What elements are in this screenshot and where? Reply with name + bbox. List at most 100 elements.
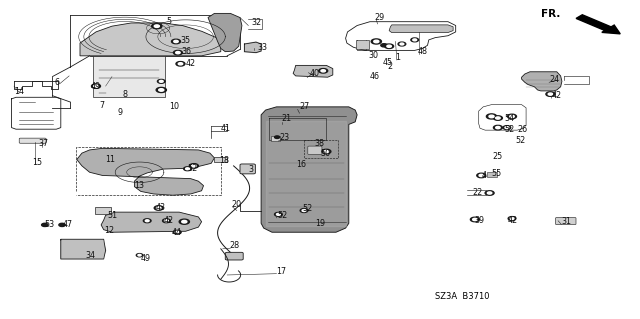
Polygon shape <box>261 107 357 232</box>
Text: 26: 26 <box>517 125 527 134</box>
Text: 42: 42 <box>163 216 173 225</box>
FancyBboxPatch shape <box>271 136 280 141</box>
Circle shape <box>145 220 149 222</box>
Circle shape <box>154 25 159 27</box>
Circle shape <box>152 24 162 29</box>
Text: 45: 45 <box>383 58 393 67</box>
Circle shape <box>479 174 484 177</box>
Text: 51: 51 <box>108 211 118 219</box>
Circle shape <box>321 70 326 72</box>
Text: 25: 25 <box>493 152 503 161</box>
Circle shape <box>302 210 306 211</box>
Text: 20: 20 <box>232 200 242 209</box>
Circle shape <box>324 151 329 153</box>
Text: 24: 24 <box>549 75 559 84</box>
Circle shape <box>156 87 166 93</box>
Circle shape <box>505 127 509 129</box>
Circle shape <box>178 63 183 65</box>
Text: 52: 52 <box>504 125 515 134</box>
Text: 10: 10 <box>169 102 179 111</box>
Circle shape <box>470 217 479 222</box>
Circle shape <box>189 164 198 168</box>
Circle shape <box>548 93 553 95</box>
Circle shape <box>159 89 164 91</box>
Circle shape <box>472 218 477 221</box>
Polygon shape <box>208 13 242 52</box>
Text: 23: 23 <box>279 133 289 142</box>
Circle shape <box>385 44 394 48</box>
Text: 49: 49 <box>91 82 101 91</box>
Circle shape <box>371 39 381 44</box>
Circle shape <box>387 45 392 47</box>
Text: 29: 29 <box>374 13 385 22</box>
FancyBboxPatch shape <box>225 252 243 260</box>
Circle shape <box>493 125 502 130</box>
Text: 28: 28 <box>229 241 239 250</box>
Circle shape <box>175 52 180 54</box>
Text: 8: 8 <box>123 90 128 99</box>
Text: 21: 21 <box>282 115 292 123</box>
Circle shape <box>489 115 494 118</box>
Text: 34: 34 <box>85 251 95 260</box>
Circle shape <box>509 115 515 118</box>
Circle shape <box>508 217 516 220</box>
Text: 3: 3 <box>248 165 253 174</box>
FancyBboxPatch shape <box>487 172 497 177</box>
Circle shape <box>159 80 163 82</box>
Text: 22: 22 <box>472 189 483 197</box>
Text: 44: 44 <box>172 228 182 237</box>
Text: 52: 52 <box>187 164 197 173</box>
FancyBboxPatch shape <box>214 157 227 162</box>
Circle shape <box>174 41 178 43</box>
Text: 16: 16 <box>296 160 306 169</box>
Circle shape <box>477 173 486 178</box>
Circle shape <box>322 149 331 154</box>
Circle shape <box>59 223 65 226</box>
Circle shape <box>493 116 502 120</box>
Text: 36: 36 <box>182 48 192 56</box>
Circle shape <box>156 207 161 209</box>
Text: 42: 42 <box>186 59 196 68</box>
Text: 41: 41 <box>220 124 230 133</box>
Text: 12: 12 <box>104 226 115 235</box>
FancyBboxPatch shape <box>556 218 576 225</box>
FancyBboxPatch shape <box>19 138 46 143</box>
Circle shape <box>411 38 419 42</box>
Circle shape <box>176 62 185 66</box>
Circle shape <box>486 114 497 119</box>
Circle shape <box>275 212 282 216</box>
Text: 46: 46 <box>370 72 380 81</box>
Circle shape <box>184 167 191 171</box>
Text: FR.: FR. <box>541 9 560 19</box>
Text: 38: 38 <box>315 139 325 148</box>
Text: 6: 6 <box>54 78 60 87</box>
Polygon shape <box>80 23 221 56</box>
Circle shape <box>173 50 182 55</box>
Text: 31: 31 <box>561 217 572 226</box>
Text: 7: 7 <box>99 101 104 110</box>
Circle shape <box>276 213 280 215</box>
Circle shape <box>191 165 196 167</box>
Circle shape <box>398 42 406 46</box>
Text: 43: 43 <box>156 203 166 212</box>
Circle shape <box>319 69 328 73</box>
Text: 52: 52 <box>515 136 525 145</box>
Text: 14: 14 <box>14 87 24 96</box>
Circle shape <box>179 219 189 224</box>
Text: 33: 33 <box>258 43 268 52</box>
Circle shape <box>157 79 165 83</box>
Text: 19: 19 <box>315 219 325 228</box>
Circle shape <box>508 114 516 119</box>
Circle shape <box>154 206 163 210</box>
Text: SZ3A  B3710: SZ3A B3710 <box>435 292 490 300</box>
Circle shape <box>163 219 170 223</box>
Text: 47: 47 <box>63 220 73 229</box>
Polygon shape <box>244 42 261 53</box>
Circle shape <box>510 218 514 219</box>
Text: 40: 40 <box>310 69 320 78</box>
Circle shape <box>173 230 181 234</box>
Polygon shape <box>93 56 165 97</box>
Circle shape <box>42 223 48 226</box>
Text: 2: 2 <box>387 63 392 71</box>
Text: 11: 11 <box>106 155 116 164</box>
